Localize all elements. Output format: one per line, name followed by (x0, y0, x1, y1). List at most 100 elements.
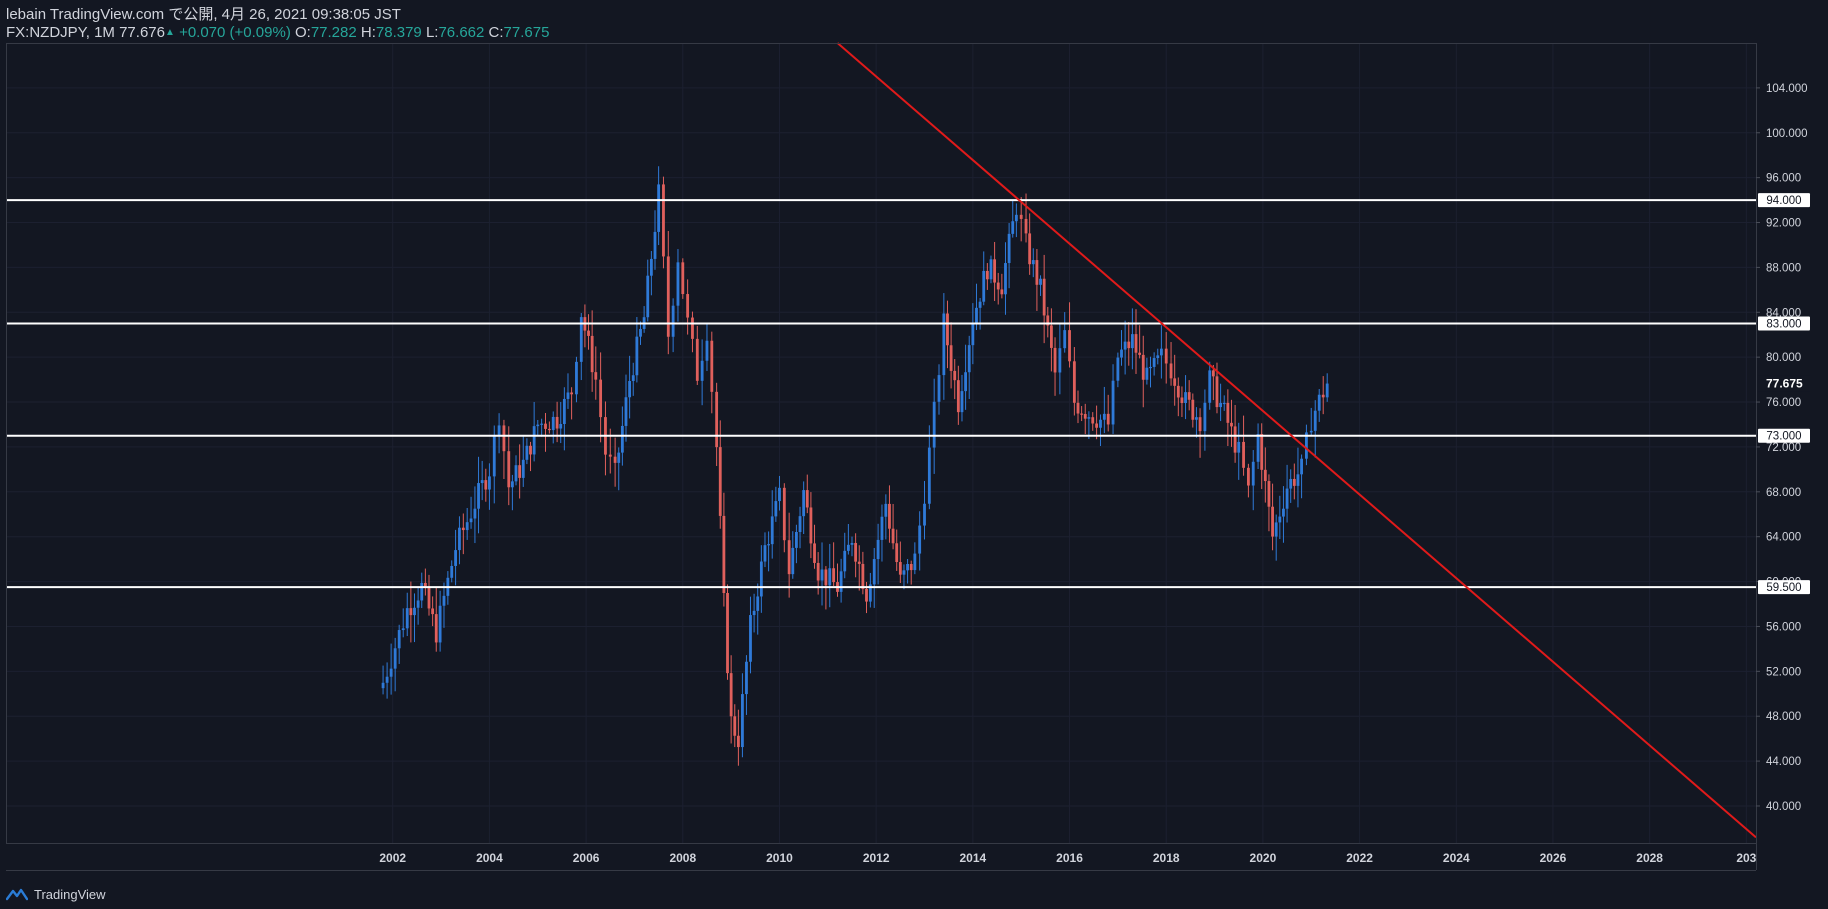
candle-body (1127, 341, 1131, 349)
candle-body (1042, 278, 1046, 316)
candle-body (857, 561, 861, 564)
x-tick-label: 2002 (379, 851, 406, 865)
high-label: H: (360, 24, 376, 41)
x-tick-label: 2018 (1153, 851, 1180, 865)
trend-line[interactable] (836, 42, 1757, 839)
candle-body (624, 397, 628, 426)
candle-body (566, 392, 570, 399)
candle-body (1203, 402, 1207, 432)
candle-body (759, 561, 763, 597)
candle-body (635, 336, 639, 376)
candle-body (1028, 233, 1032, 265)
time-axis[interactable]: 2002 2004 2006 2008 2010 2012 2014 2016 2018 2020… (379, 851, 1756, 865)
candle-body (1267, 481, 1271, 507)
x-tick-label: 2008 (669, 851, 696, 865)
candle-body (1035, 260, 1039, 285)
candle-body (587, 330, 590, 336)
candle-body (763, 545, 767, 562)
candle-body (1080, 413, 1084, 415)
candle-body (1000, 289, 1004, 295)
candle-body (975, 307, 978, 325)
y-tick-label: 96.000 (1766, 173, 1801, 185)
candle-body (620, 425, 624, 453)
candle-body (544, 423, 547, 429)
y-tick-label: 80.000 (1766, 352, 1801, 364)
candle-body (518, 465, 522, 478)
candle-body (996, 282, 1000, 290)
x-tick-label: 203 (1736, 851, 1756, 865)
x-tick-label: 2014 (959, 851, 986, 865)
candle-body (1263, 469, 1267, 482)
horizontal-levels[interactable] (6, 199, 1756, 589)
x-tick-label: 2012 (863, 851, 890, 865)
candle-body (816, 562, 820, 581)
open-value: 77.282 (310, 24, 357, 41)
candle-body (794, 531, 798, 548)
candle-body (909, 564, 913, 571)
candle-body (1309, 430, 1313, 433)
candle-body (686, 294, 690, 318)
candle-body (1230, 422, 1233, 427)
candle-body (715, 391, 719, 448)
y-tick-label: 84.000 (1766, 307, 1801, 319)
candle-body (1116, 357, 1120, 381)
candle-body (1237, 441, 1241, 453)
symbol-label[interactable]: FX:NZDJPY, 1M (6, 24, 115, 41)
candle-body (946, 313, 949, 346)
candle-body (1156, 355, 1160, 359)
candle-body (413, 607, 416, 616)
candle-body (559, 423, 563, 429)
candle-body (646, 275, 650, 318)
candle-body (397, 630, 401, 649)
candle-body (1063, 330, 1067, 349)
candle-body (1260, 433, 1264, 470)
level-label: 94.000 (1766, 195, 1801, 207)
x-tick-label: 2022 (1346, 851, 1373, 865)
candle-body (1099, 419, 1102, 428)
candle-body (454, 550, 457, 566)
candle-body (532, 426, 536, 455)
candle-body (813, 543, 816, 563)
level-label: 83.000 (1766, 319, 1801, 331)
x-tick-label: 2020 (1250, 851, 1277, 865)
candle-body (1208, 370, 1212, 403)
candle-body (1278, 516, 1282, 523)
tradingview-logo-icon (6, 887, 28, 901)
candle-body (497, 425, 501, 436)
level-label: 59.500 (1766, 582, 1801, 594)
candle-body (798, 516, 802, 532)
candle-body (1138, 352, 1142, 355)
chart-header: lebain TradingView.com で公開, 4月 26, 2021 … (6, 6, 549, 42)
candle-body (1271, 506, 1274, 537)
candle-body (1130, 334, 1134, 349)
candle-body (1173, 378, 1177, 386)
candle-body (774, 501, 778, 517)
candle-body (575, 361, 578, 395)
candle-body (1102, 413, 1106, 420)
candle-body (1049, 325, 1053, 348)
candle-body (884, 503, 888, 517)
candle-body (745, 661, 748, 695)
candle-body (956, 380, 960, 413)
candle-body (1120, 349, 1123, 358)
footer-branding[interactable]: TradingView (6, 885, 106, 903)
candle-body (770, 516, 774, 545)
candle-body (631, 375, 635, 381)
x-tick-label: 2016 (1056, 851, 1083, 865)
candle-body (1039, 278, 1042, 285)
candle-body (839, 571, 843, 592)
candle-body (1004, 263, 1007, 295)
level-label-box (1758, 193, 1810, 208)
candle-body (850, 542, 854, 545)
candle-body (1233, 426, 1237, 453)
candle-body (791, 547, 795, 575)
candle-body (590, 335, 594, 373)
low-value: 76.662 (438, 24, 485, 41)
candle-body (540, 423, 544, 425)
candle-body (1164, 348, 1168, 364)
candle-body (1106, 413, 1110, 425)
candle-body (902, 570, 906, 575)
candle-body (846, 544, 850, 551)
